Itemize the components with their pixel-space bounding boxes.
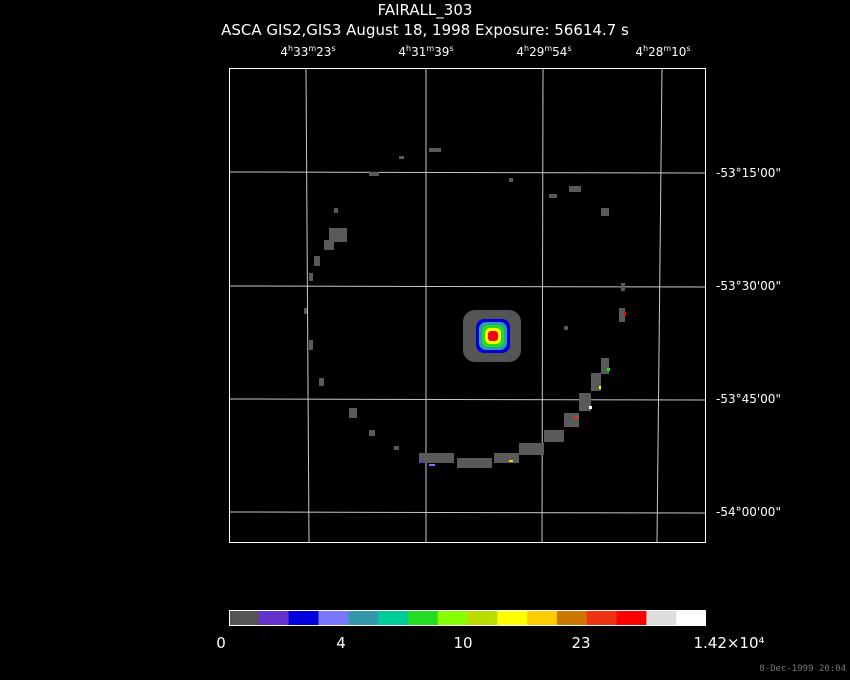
colorbar-swatch: [676, 610, 706, 626]
x-ray-source: [463, 310, 521, 362]
colorbar-swatch: [407, 610, 439, 626]
image-title: FAIRALL_303: [377, 1, 473, 19]
ring-edge-highlights: [421, 312, 626, 466]
colorbar-swatch: [556, 610, 588, 626]
dec-label-4: -54°00'00": [716, 505, 781, 519]
colorbar-label-min: 0: [216, 634, 226, 652]
dec-label-2: -53°30'00": [716, 279, 781, 293]
colorbar-swatch: [586, 610, 618, 626]
detector-ring: [304, 148, 625, 468]
ra-label-4: 4h28m10s: [635, 44, 691, 59]
colorbar-label-max: 1.42×10⁴: [693, 634, 765, 652]
timestamp: 8-Dec-1999 20:04: [759, 664, 846, 674]
image-subtitle: ASCA GIS2,GIS3 August 18, 1998 Exposure:…: [221, 21, 629, 39]
coordinate-grid: [229, 68, 706, 543]
colorbar-swatch: [229, 610, 260, 626]
colorbar-swatch: [616, 610, 647, 626]
ra-label-2: 4h31m39s: [398, 44, 454, 59]
sky-image: [229, 68, 706, 543]
colorbar: [229, 610, 706, 626]
ra-label-3: 4h29m54s: [516, 44, 572, 59]
colorbar-swatch: [288, 610, 319, 626]
colorbar-swatch: [348, 610, 379, 626]
ra-label-1: 4h33m23s: [280, 44, 336, 59]
colorbar-swatch: [258, 610, 290, 626]
dec-label-3: -53°45'00": [716, 392, 781, 406]
colorbar-swatch: [378, 610, 409, 626]
colorbar-swatch: [318, 610, 349, 626]
colorbar-swatch: [497, 610, 528, 626]
colorbar-swatch: [467, 610, 498, 626]
colorbar-swatch: [646, 610, 677, 626]
colorbar-border: [229, 610, 706, 626]
colorbar-label-4: 23: [571, 634, 591, 652]
colorbar-label-3: 10: [453, 634, 473, 652]
colorbar-label-2: 4: [336, 634, 346, 652]
colorbar-swatch: [437, 610, 468, 626]
colorbar-swatch: [527, 610, 558, 626]
dec-label-1: -53°15'00": [716, 166, 781, 180]
